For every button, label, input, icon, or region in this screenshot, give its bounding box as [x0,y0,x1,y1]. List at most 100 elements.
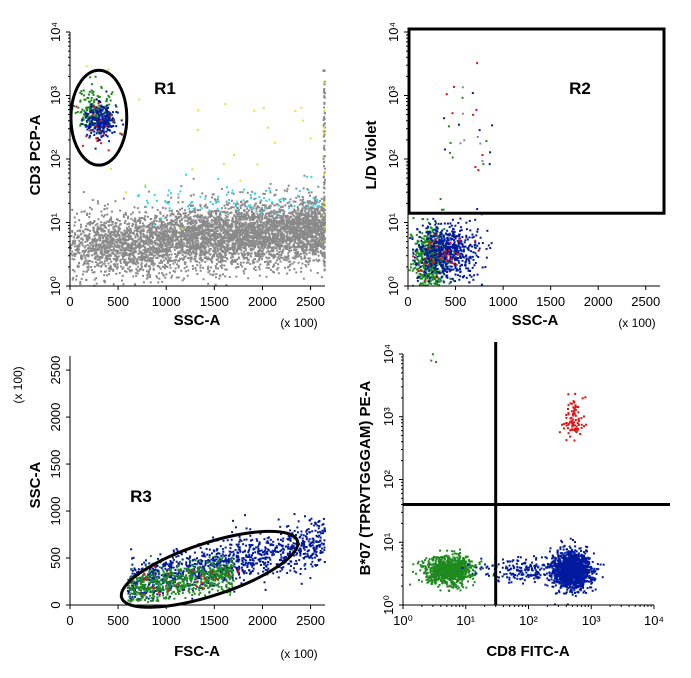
data-point [297,216,300,219]
data-point [151,235,154,238]
data-point [251,190,254,193]
data-point [83,260,86,263]
data-point [201,260,204,263]
data-point [156,253,159,256]
data-point [173,246,176,249]
data-point [175,235,178,238]
data-point [143,242,146,245]
data-point [242,253,245,256]
data-point [260,234,263,237]
data-point [207,245,210,248]
data-point [189,260,192,263]
data-point [304,215,307,218]
data-point [122,261,125,264]
data-point [110,216,113,219]
data-point [79,229,82,232]
data-point [103,214,106,217]
data-point [158,277,161,280]
data-point [256,224,259,227]
data-point [151,224,154,227]
data-point [257,218,260,221]
data-point [184,255,187,258]
data-point [170,234,173,237]
data-point [100,248,103,251]
data-point [234,215,237,218]
data-point [286,245,289,248]
data-point [71,243,74,246]
data-point [118,235,121,238]
data-point [116,249,119,252]
data-point [193,234,196,237]
data-point [203,242,206,245]
data-point [148,239,151,242]
data-point [282,241,285,244]
data-point [314,245,317,248]
data-point [155,215,158,218]
data-point [236,222,239,225]
data-point [222,236,225,239]
data-point [246,256,249,259]
data-point [234,216,237,219]
data-point [177,276,180,279]
data-point [272,246,275,249]
data-point [137,252,140,255]
data-point [152,264,155,267]
data-point [191,241,194,244]
data-point [265,221,268,224]
data-point [236,245,239,248]
data-point [234,231,237,234]
data-point [204,215,207,218]
data-point [161,249,164,252]
data-point [152,268,155,271]
data-point [274,236,277,239]
data-point [311,246,314,249]
data-point [155,275,158,278]
data-point [236,202,239,205]
data-point [126,239,129,242]
data-point [290,205,293,208]
data-point [224,275,227,278]
data-point [275,246,278,249]
data-point [176,217,179,220]
data-point [252,245,255,248]
data-point [195,236,198,239]
data-point [96,200,99,203]
data-point [214,246,217,249]
data-point [121,252,124,255]
data-point [246,251,249,254]
data-point [233,252,236,255]
data-point [137,262,140,265]
data-point [281,234,284,237]
data-point [87,237,90,240]
data-point [289,231,292,234]
data-point [148,259,151,262]
data-point [256,229,259,232]
data-point [122,243,125,246]
data-point [227,213,230,216]
data-point [243,214,246,217]
data-point [172,213,175,216]
data-point [286,187,289,190]
data-point [113,243,116,246]
data-point [103,279,106,282]
data-point [256,221,259,224]
data-point [257,234,260,237]
data-point [92,238,95,241]
data-point [266,236,269,239]
data-point [304,222,307,225]
data-point [135,224,138,227]
data-point [178,259,181,262]
data-point [202,229,205,232]
data-point [140,239,143,242]
data-point [279,209,282,212]
data-point [86,239,89,242]
data-point [215,217,218,220]
data-point [233,245,236,248]
data-point [179,215,182,218]
data-point [142,232,145,235]
data-point [310,209,313,212]
data-point [107,262,110,265]
data-point [142,269,145,272]
data-point [153,226,156,229]
data-point [102,215,105,218]
